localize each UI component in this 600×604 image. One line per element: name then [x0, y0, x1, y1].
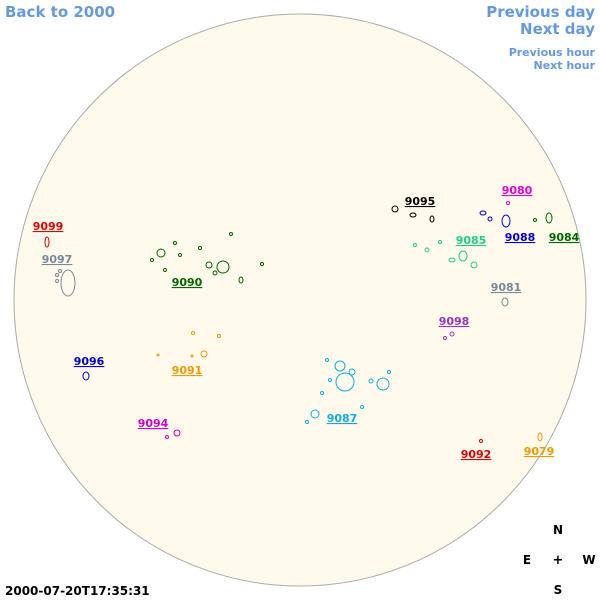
sunspot	[178, 253, 182, 257]
previous-hour-link[interactable]: Previous hour	[509, 46, 596, 59]
region-label[interactable]: 9095	[405, 195, 436, 208]
compass-south: S	[554, 583, 563, 597]
sunspot	[458, 250, 468, 262]
sunspot	[58, 269, 62, 273]
sunspot	[443, 336, 447, 340]
sunspot	[165, 435, 169, 439]
sunspot	[55, 279, 59, 283]
compass-east: E	[523, 553, 531, 567]
sunspot	[212, 270, 218, 276]
sunspot	[479, 439, 483, 443]
region-label[interactable]: 9088	[505, 231, 536, 244]
sunspot	[501, 297, 509, 307]
sunspot	[310, 409, 320, 419]
compass-center: +	[553, 553, 564, 568]
region-label[interactable]: 9091	[172, 364, 203, 377]
sunspot	[198, 246, 202, 250]
sunspot	[368, 378, 374, 384]
sunspot	[320, 391, 324, 395]
sunspot	[163, 268, 167, 272]
sunspot	[216, 260, 230, 274]
sunspot	[487, 216, 493, 222]
sunspot	[217, 334, 221, 338]
sunspot	[173, 429, 181, 437]
sunspot	[229, 232, 233, 236]
sunspot	[506, 201, 510, 205]
timestamp: 2000-07-20T17:35:31	[5, 584, 150, 598]
sunspot	[360, 405, 364, 409]
region-label[interactable]: 9079	[524, 445, 555, 458]
region-label[interactable]: 9080	[502, 184, 533, 197]
region-label[interactable]: 9097	[42, 253, 73, 266]
sunspot	[328, 378, 332, 382]
sunspot	[391, 205, 399, 213]
sunspot	[150, 258, 154, 262]
compass-west: W	[582, 553, 595, 567]
region-label[interactable]: 9096	[74, 355, 105, 368]
sunspot	[156, 353, 160, 357]
sunspot	[479, 210, 487, 216]
solar-disk	[13, 13, 587, 587]
sunspot	[413, 243, 417, 247]
sunspot	[545, 212, 553, 224]
sunspot	[44, 236, 50, 248]
region-label[interactable]: 9084	[549, 231, 580, 244]
region-label[interactable]: 9098	[439, 315, 470, 328]
sunspot	[60, 269, 76, 297]
sunspot	[200, 350, 208, 358]
sunspot	[205, 261, 213, 269]
compass-north: N	[553, 523, 563, 537]
sunspot	[470, 261, 478, 269]
region-label[interactable]: 9087	[327, 412, 358, 425]
next-hour-link[interactable]: Next hour	[534, 59, 596, 72]
sunspot	[190, 354, 194, 358]
sunspot	[325, 358, 329, 362]
sunspot	[55, 273, 59, 277]
sunspot	[387, 370, 391, 374]
sunspot	[438, 240, 442, 244]
sunspot	[238, 276, 244, 284]
region-label[interactable]: 9099	[33, 220, 64, 233]
region-label[interactable]: 9092	[461, 448, 492, 461]
sunspot	[533, 218, 537, 222]
sunspot	[376, 377, 390, 391]
region-label[interactable]: 9085	[456, 234, 487, 247]
region-label[interactable]: 9090	[172, 276, 203, 289]
sunspot	[429, 215, 435, 223]
back-link[interactable]: Back to 2000	[5, 3, 115, 21]
region-label[interactable]: 9081	[491, 281, 522, 294]
sunspot	[82, 371, 90, 381]
sunspot	[537, 432, 543, 442]
sunspot	[191, 331, 195, 335]
sunspot	[348, 368, 356, 376]
sunspot	[409, 212, 417, 218]
next-day-link[interactable]: Next day	[520, 20, 595, 38]
sunspot	[334, 360, 346, 372]
sunspot	[305, 420, 309, 424]
sunspot	[156, 248, 166, 258]
region-label[interactable]: 9094	[138, 417, 169, 430]
sunspot	[449, 331, 455, 337]
sunspot	[173, 241, 177, 245]
previous-day-link[interactable]: Previous day	[486, 3, 595, 21]
sunspot	[335, 372, 355, 392]
sunspot	[448, 257, 456, 263]
sunspot	[501, 214, 511, 228]
sunspot	[424, 247, 430, 253]
sunspot	[260, 262, 264, 266]
